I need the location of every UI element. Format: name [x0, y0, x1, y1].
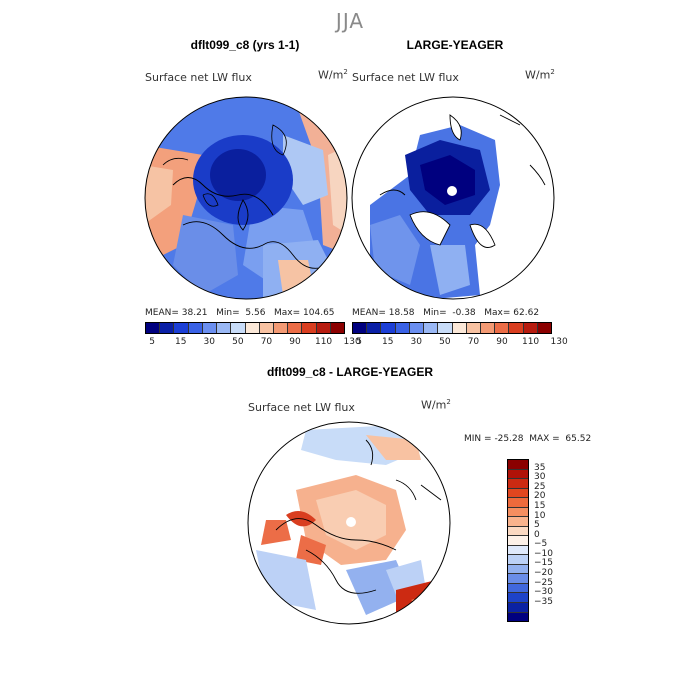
colorbar-swatch	[537, 323, 552, 333]
colorbar-difference	[507, 459, 529, 622]
colorbar-tick-label: 5	[149, 337, 155, 347]
colorbar-reference	[352, 322, 552, 334]
polar-map-difference	[247, 421, 451, 625]
panel-title-model: dflt099_c8 (yrs 1-1)	[190, 38, 300, 52]
colorbar-tick-label: −5	[534, 539, 548, 550]
colorbar-swatch	[367, 323, 382, 333]
colorbar-swatch	[509, 323, 524, 333]
colorbar-tick-label: 110	[314, 337, 333, 347]
colorbar-swatch	[508, 612, 528, 622]
colorbar-tick-label: 20	[534, 491, 546, 502]
colorbar-tick-label: 130	[550, 337, 568, 347]
colorbar-swatch	[288, 323, 303, 333]
colorbar-swatch	[508, 526, 528, 537]
colorbar-swatch	[508, 498, 528, 508]
colorbar-tick-label: 0	[534, 529, 540, 540]
colorbar-swatch	[508, 507, 528, 518]
colorbar-swatch	[523, 323, 538, 333]
colorbar-swatch	[508, 602, 528, 613]
colorbar-tick-label: 110	[521, 337, 540, 347]
units-label-reference: W/m2	[525, 68, 555, 82]
polar-map-reference	[351, 96, 555, 300]
polar-map-model	[144, 96, 348, 300]
colorbar-swatch	[409, 323, 425, 333]
colorbar-swatch	[302, 323, 317, 333]
colorbar-ticks-difference: 35 30 25 20 15 10 5 0 −5 −10 −15 −20 −25 −30 −35	[534, 459, 574, 622]
colorbar-swatch	[353, 323, 368, 333]
colorbar-tick-label: 15	[534, 500, 546, 511]
colorbar-swatch	[508, 555, 528, 565]
colorbar-swatch	[395, 323, 410, 333]
colorbar-swatch	[217, 323, 232, 333]
figure-title: JJA	[335, 9, 365, 33]
panel-title-reference: LARGE-YEAGER	[406, 38, 504, 52]
colorbar-swatch	[438, 323, 453, 333]
colorbar-swatch	[202, 323, 218, 333]
colorbar-tick-label: 30	[410, 337, 422, 347]
colorbar-tick-label: 15	[381, 337, 394, 347]
panel-title-difference: dflt099_c8 - LARGE-YEAGER	[266, 365, 434, 379]
colorbar-tick-label: 15	[174, 337, 187, 347]
colorbar-tick-label: −25	[534, 577, 553, 588]
colorbar-tick-label: 5	[534, 520, 540, 531]
colorbar-tick-label: −30	[534, 587, 553, 598]
colorbar-tick-label: 90	[496, 337, 508, 347]
colorbar-swatch	[316, 323, 331, 333]
colorbar-tick-label: 70	[467, 337, 480, 347]
colorbar-swatch	[508, 545, 528, 556]
stats-reference: MEAN= 18.58 Min= -0.38 Max= 62.62	[352, 308, 540, 318]
colorbar-swatch	[381, 323, 396, 333]
stats-model: MEAN= 38.21 Min= 5.56 Max= 104.65	[145, 308, 335, 318]
colorbar-swatch	[452, 323, 467, 333]
colorbar-swatch	[508, 479, 528, 489]
units-label-model: W/m2	[318, 68, 348, 82]
variable-label-model: Surface net LW flux	[145, 71, 252, 84]
colorbar-swatch	[480, 323, 496, 333]
colorbar-swatch	[508, 469, 528, 480]
colorbar-tick-label: 50	[439, 337, 451, 347]
colorbar-tick-label: −10	[534, 548, 553, 559]
colorbar-swatch	[188, 323, 203, 333]
colorbar-swatch	[508, 460, 528, 470]
colorbar-tick-label: −35	[534, 596, 553, 607]
colorbar-swatch	[273, 323, 289, 333]
colorbar-tick-label: −15	[534, 558, 553, 569]
colorbar-swatch	[508, 583, 528, 594]
colorbar-swatch	[245, 323, 260, 333]
colorbar-tick-label: 35	[534, 462, 546, 473]
colorbar-swatch	[508, 574, 528, 584]
stats-difference: MIN = -25.28 MAX = 65.52	[464, 434, 592, 444]
colorbar-swatch	[174, 323, 189, 333]
variable-label-reference: Surface net LW flux	[352, 71, 459, 84]
colorbar-model	[145, 322, 345, 334]
colorbar-ticks-reference: 5 15 30 50 70 90 110 130	[352, 337, 567, 349]
colorbar-tick-label: 10	[534, 510, 546, 521]
colorbar-swatch	[508, 517, 528, 527]
colorbar-tick-label: 30	[534, 472, 546, 483]
colorbar-swatch	[508, 593, 528, 603]
colorbar-tick-label: 50	[232, 337, 244, 347]
colorbar-swatch	[466, 323, 481, 333]
colorbar-ticks-model: 5 15 30 50 70 90 110 130	[145, 337, 360, 349]
colorbar-swatch	[424, 323, 439, 333]
colorbar-swatch	[495, 323, 510, 333]
units-label-difference: W/m2	[421, 398, 451, 412]
colorbar-swatch	[146, 323, 161, 333]
colorbar-swatch	[231, 323, 246, 333]
colorbar-tick-label: 90	[289, 337, 301, 347]
colorbar-swatch	[330, 323, 345, 333]
colorbar-swatch	[508, 488, 528, 499]
colorbar-swatch	[160, 323, 175, 333]
variable-label-difference: Surface net LW flux	[248, 401, 355, 414]
colorbar-tick-label: −20	[534, 568, 553, 579]
colorbar-tick-label: 30	[203, 337, 215, 347]
colorbar-tick-label: 25	[534, 481, 546, 492]
colorbar-tick-label: 70	[260, 337, 273, 347]
colorbar-tick-label: 5	[356, 337, 362, 347]
colorbar-tick-label: 130	[343, 337, 361, 347]
colorbar-swatch	[508, 564, 528, 575]
colorbar-swatch	[508, 536, 528, 546]
colorbar-swatch	[259, 323, 274, 333]
